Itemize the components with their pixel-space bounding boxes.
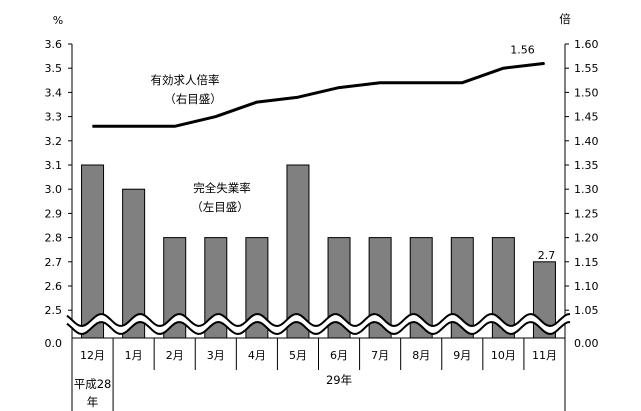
- x-category-label: 4月: [248, 349, 266, 362]
- right-tick-label: 1.60: [574, 38, 599, 51]
- bar: [122, 188, 146, 339]
- right-axis-unit: 倍: [559, 12, 571, 26]
- left-tick-label: 3.2: [45, 135, 63, 148]
- bar: [245, 237, 269, 339]
- left-axis-unit: %: [53, 14, 63, 27]
- right-tick-label: 1.35: [574, 159, 599, 172]
- bar: [409, 237, 433, 339]
- line-data-label: 1.56: [510, 43, 535, 56]
- line-series-axis-note: （右目盛）: [164, 92, 222, 106]
- bar: [491, 237, 515, 339]
- left-tick-label: 2.8: [45, 232, 63, 245]
- bar: [450, 237, 474, 339]
- right-tick-label: 1.40: [574, 135, 599, 148]
- right-tick-label: 1.50: [574, 86, 599, 99]
- left-tick-label: 2.5: [45, 304, 63, 317]
- right-tick-label: 1.15: [574, 256, 599, 269]
- bar-series-axis-note: （左目盛）: [191, 200, 249, 214]
- line-point: [338, 87, 340, 89]
- x-category-label: 9月: [453, 349, 471, 362]
- x-category-label: 10月: [491, 349, 516, 362]
- left-tick-label: 3.5: [45, 62, 63, 75]
- left-zero-label: 0.0: [45, 337, 63, 350]
- x-category-label: 11月: [532, 349, 557, 362]
- line-point: [297, 96, 299, 98]
- year-label-first-line2: 年: [87, 395, 99, 409]
- left-tick-label: 3.1: [45, 159, 63, 172]
- x-category-label: 12月: [80, 349, 105, 362]
- bar: [368, 237, 392, 339]
- line-point: [420, 82, 422, 84]
- right-tick-label: 1.25: [574, 207, 599, 220]
- line-point: [461, 82, 463, 84]
- bar: [286, 164, 310, 339]
- bar: [327, 237, 351, 339]
- x-category-label: 6月: [330, 349, 348, 362]
- right-tick-label: 1.30: [574, 183, 599, 196]
- axis-break-wave-top: [66, 312, 571, 328]
- line-point: [379, 82, 381, 84]
- bar: [81, 164, 105, 339]
- right-tick-label: 1.20: [574, 232, 599, 245]
- line-point: [502, 67, 504, 69]
- left-tick-label: 3.3: [45, 111, 63, 124]
- bar: [163, 237, 187, 339]
- bar: [204, 237, 228, 339]
- line-series: [92, 61, 545, 128]
- line-point: [543, 62, 545, 64]
- left-tick-label: 2.9: [45, 207, 63, 220]
- right-tick-label: 1.05: [574, 304, 599, 317]
- line-point: [92, 125, 94, 127]
- right-tick-label: 1.10: [574, 280, 599, 293]
- year-label-rest: 29年: [326, 373, 352, 387]
- bar-series-name: 完全失業率: [193, 181, 251, 195]
- x-category-label: 3月: [207, 349, 225, 362]
- x-category-label: 7月: [371, 349, 389, 362]
- right-tick-label: 1.55: [574, 62, 599, 75]
- right-zero-label: 0.00: [574, 337, 599, 350]
- axis-break-wave-bottom: [66, 320, 571, 336]
- bar-data-label: 2.7: [538, 249, 556, 262]
- left-tick-label: 3.6: [45, 38, 63, 51]
- x-category-label: 1月: [125, 349, 143, 362]
- right-tick-label: 1.45: [574, 111, 599, 124]
- line-point: [174, 125, 176, 127]
- left-tick-label: 2.7: [45, 256, 63, 269]
- line-series-name: 有効求人倍率: [151, 73, 220, 87]
- x-category-label: 5月: [289, 349, 307, 362]
- left-tick-label: 2.6: [45, 280, 63, 293]
- x-category-label: 2月: [166, 349, 184, 362]
- left-tick-label: 3.0: [45, 183, 63, 196]
- line-point: [215, 116, 217, 118]
- x-category-label: 8月: [412, 349, 430, 362]
- line-point: [133, 125, 135, 127]
- year-label-first-line1: 平成28: [74, 377, 112, 391]
- line-point: [256, 101, 258, 103]
- left-tick-label: 3.4: [45, 86, 63, 99]
